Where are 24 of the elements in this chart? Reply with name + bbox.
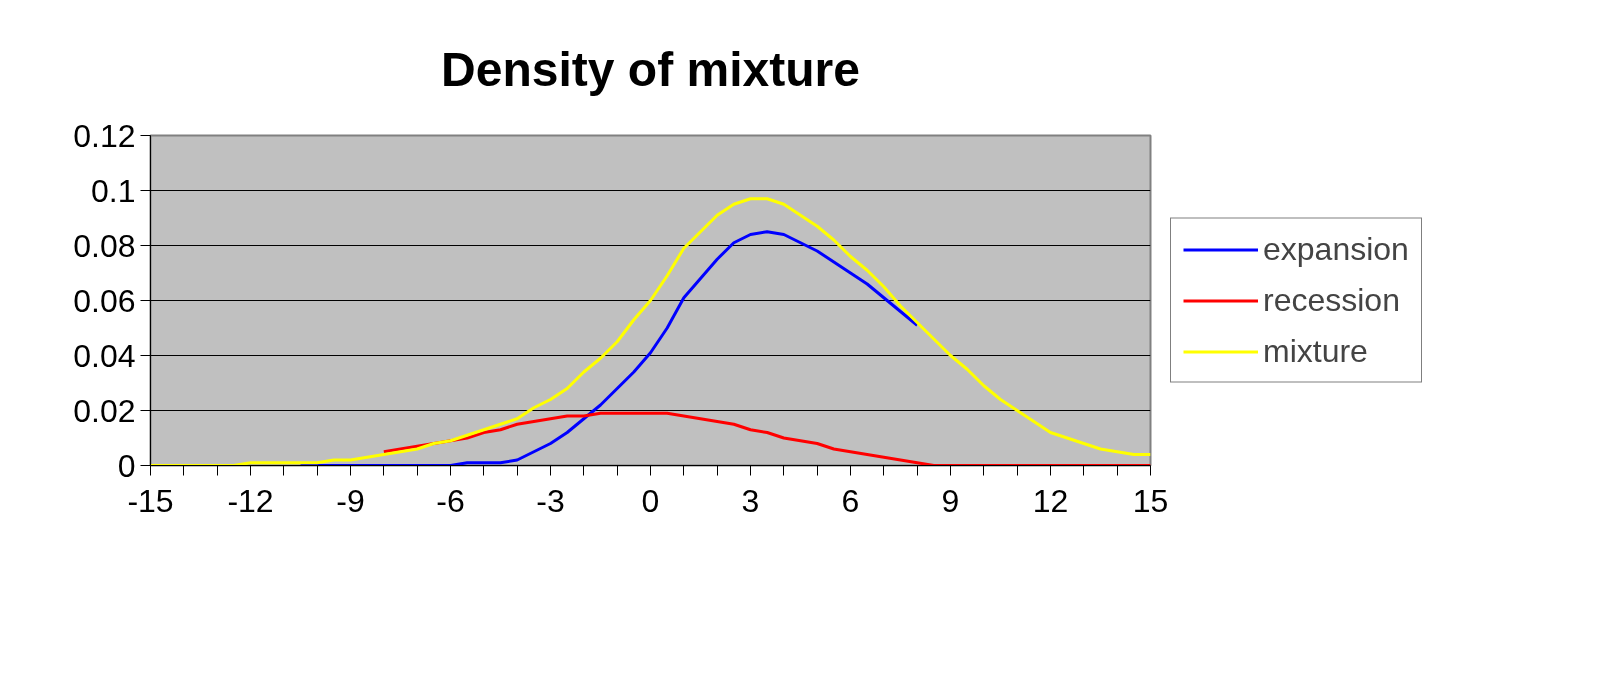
y-tick-label: 0.04 <box>73 337 136 374</box>
x-tick-label: -3 <box>536 482 565 519</box>
y-tick-label: 0.08 <box>73 227 136 264</box>
x-tick-label: -9 <box>336 482 365 519</box>
x-tick-label: 15 <box>1132 482 1169 519</box>
y-tick-label: 0.12 <box>73 117 136 154</box>
x-tick-label: 3 <box>741 482 760 519</box>
chart-title: Density of mixture <box>441 42 860 96</box>
legend-label: recession <box>1263 281 1400 319</box>
legend-label: mixture <box>1263 332 1368 370</box>
line-series <box>299 230 919 466</box>
y-tick-label: 0 <box>117 447 136 484</box>
x-tick-label: -12 <box>227 482 274 519</box>
x-tick-label: 9 <box>941 482 960 519</box>
x-tick-label: 6 <box>841 482 860 519</box>
y-tick-label: 0.06 <box>73 282 136 319</box>
legend-label: expansion <box>1263 230 1409 268</box>
y-tick-label: 0.1 <box>91 172 136 209</box>
x-tick-label: -6 <box>436 482 465 519</box>
y-tick-label: 0.02 <box>73 392 136 429</box>
x-tick-label: 12 <box>1032 482 1069 519</box>
line-series <box>382 411 1151 466</box>
x-tick-label: -15 <box>127 482 174 519</box>
x-tick-label: 0 <box>641 482 660 519</box>
